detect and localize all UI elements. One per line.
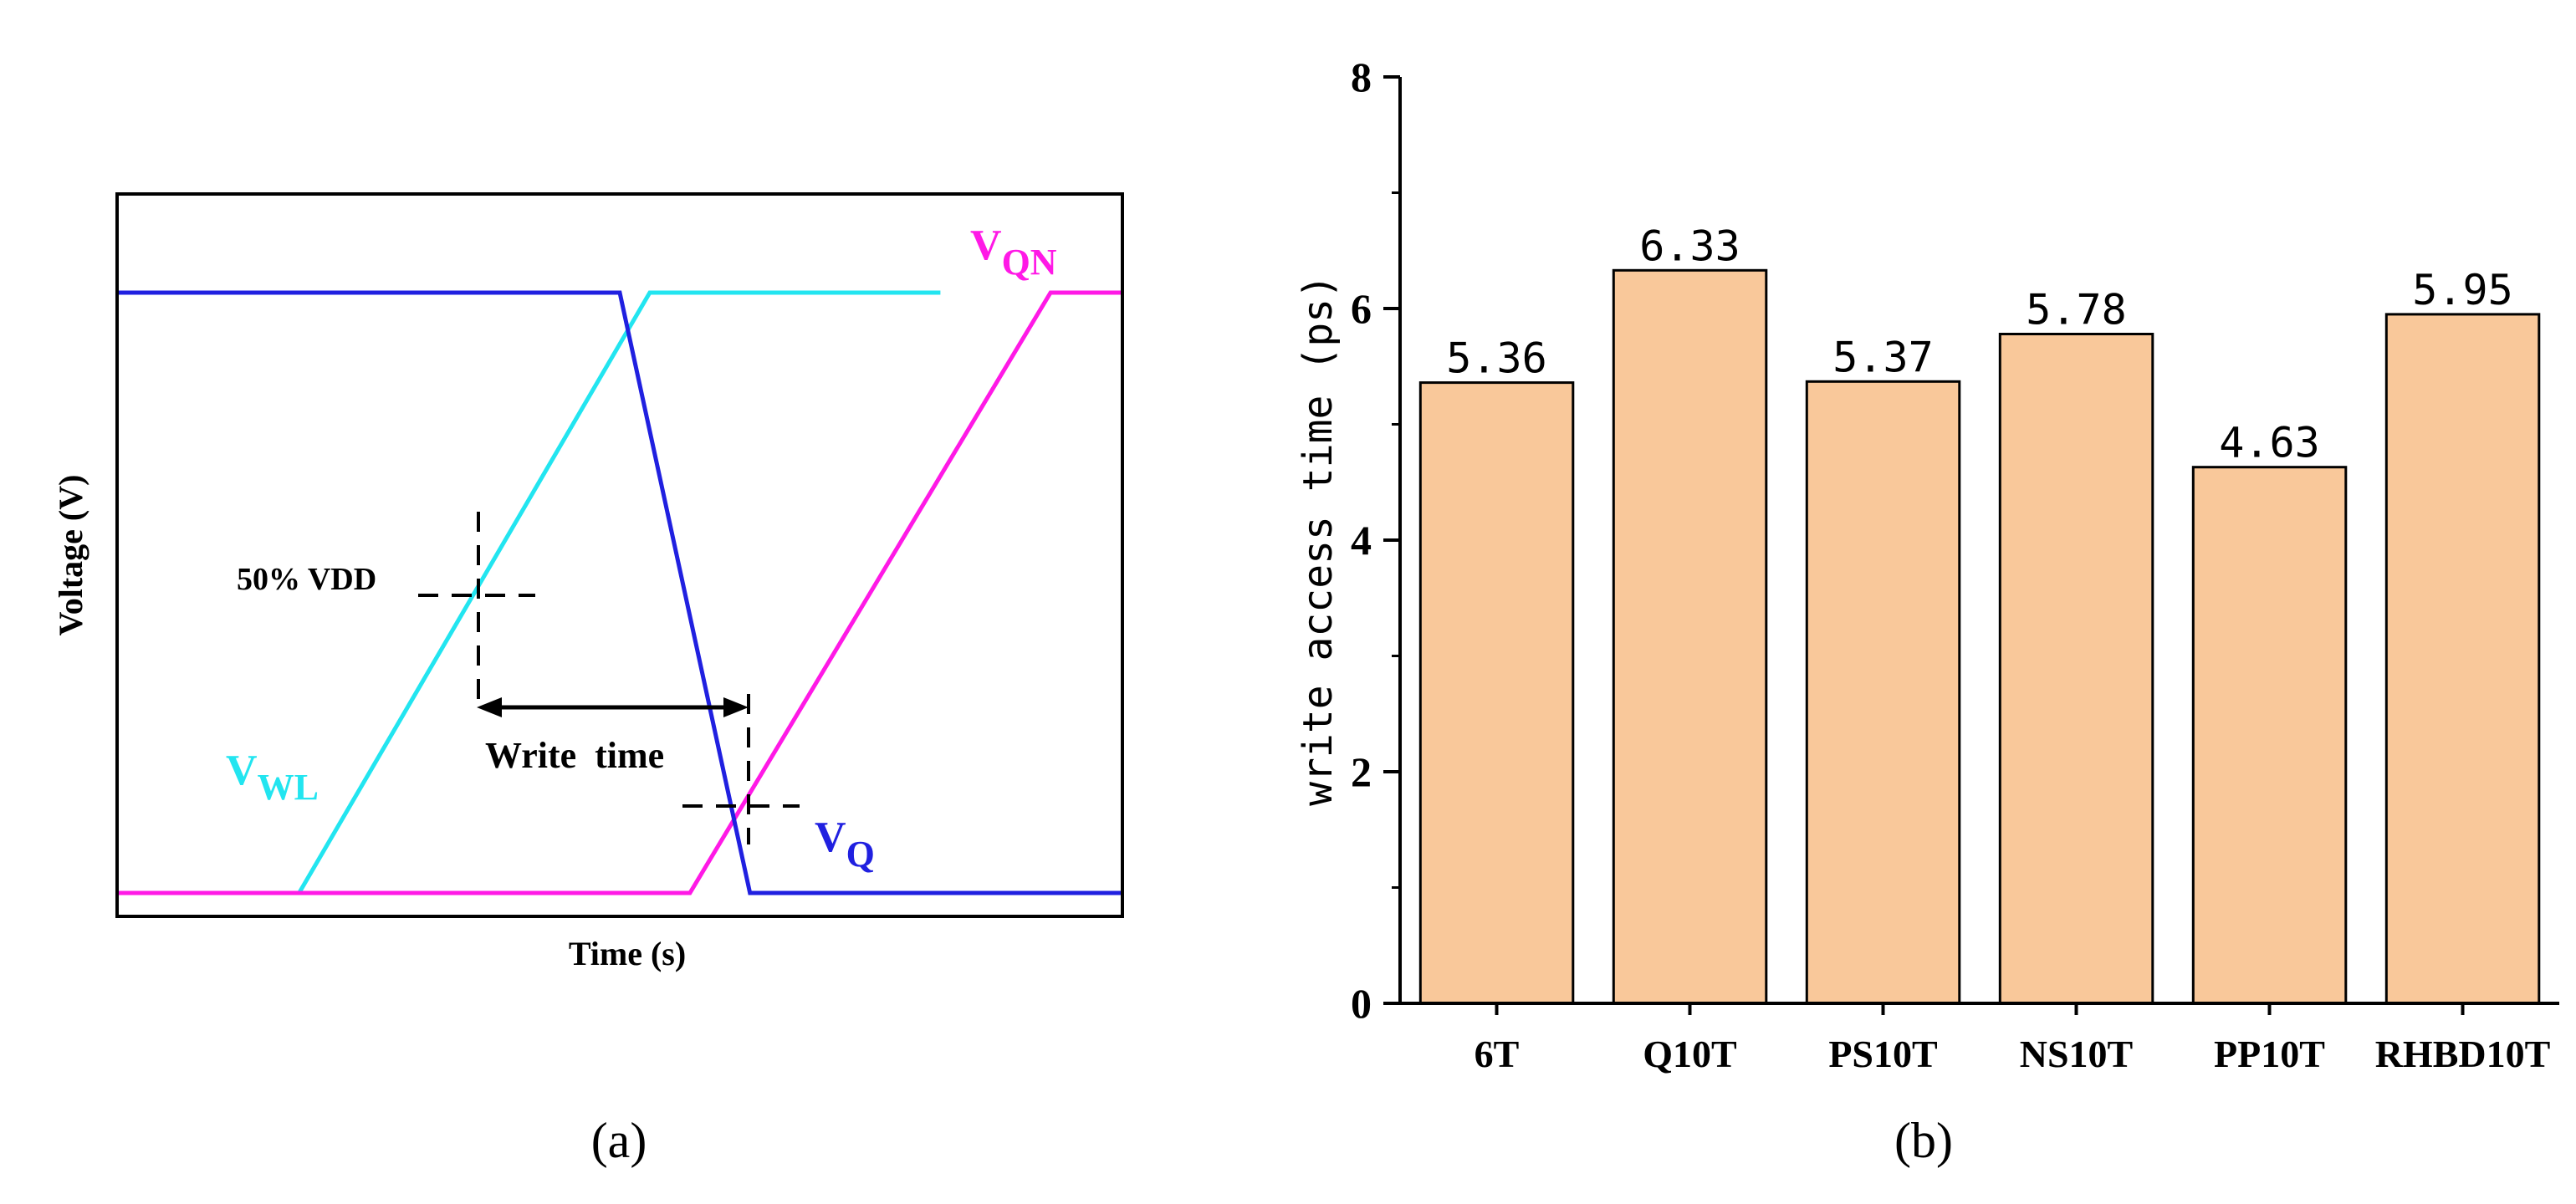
- write-time-arrowhead-left: [477, 697, 502, 717]
- legend-label-vwl: VWL: [226, 747, 319, 808]
- x-tick-label-q10t: Q10T: [1643, 1033, 1736, 1075]
- bar-ps10t: [1805, 380, 1961, 1005]
- threshold-label: 50% VDD: [237, 562, 376, 597]
- panel-a-x-axis-label: Time (s): [569, 935, 686, 972]
- y-tick-label: 2: [1351, 748, 1372, 795]
- vqn-waveform: [119, 290, 1121, 895]
- bar-value-label-pp10t: 4.63: [2219, 419, 2319, 467]
- panel-a-caption: (a): [591, 1113, 647, 1168]
- measurement-markers: [418, 512, 800, 844]
- y-tick-label: 8: [1351, 54, 1372, 100]
- voltage-waveforms: [119, 290, 1121, 895]
- write-time-arrow: [477, 697, 749, 717]
- bar-value-label-q10t: 6.33: [1639, 222, 1740, 270]
- bar-value-label-rhbd10t: 5.95: [2412, 266, 2512, 314]
- bars: [1418, 268, 2541, 1005]
- y-axis-ticks: 0 2 4 6 8: [1351, 54, 1400, 1027]
- panel-a-y-axis-label: Voltage (V): [52, 475, 89, 636]
- panel-b-y-axis-label: write access time (ps): [1295, 274, 1342, 806]
- bar-value-labels: 5.36 6.33 5.37 5.78 4.63 5.95: [1446, 222, 2512, 467]
- y-tick-label: 6: [1351, 285, 1372, 332]
- bar-value-label-6t: 5.36: [1446, 334, 1546, 383]
- x-axis-ticks: 6T Q10T PS10T NS10T PP10T RHBD10T: [1475, 1003, 2551, 1075]
- bar-q10t: [1612, 268, 1768, 1005]
- bar-rhbd10t: [2384, 313, 2541, 1005]
- x-tick-label-ps10t: PS10T: [1828, 1033, 1937, 1075]
- x-tick-label-ns10t: NS10T: [2020, 1033, 2133, 1075]
- y-tick-label: 4: [1351, 517, 1372, 564]
- bar-value-label-ps10t: 5.37: [1832, 333, 1933, 381]
- x-tick-label-rhbd10t: RHBD10T: [2375, 1033, 2551, 1075]
- legend-label-vq: VQ: [815, 814, 875, 875]
- bar-6t: [1418, 381, 1575, 1005]
- panel-b-bar-chart: 5.36 6.33 5.37 5.78 4.63 5.95 0 2 4 6 8 6T Q10T PS1…: [1295, 54, 2559, 1168]
- bar-ns10t: [1998, 333, 2154, 1005]
- write-time-arrowhead-right: [723, 697, 749, 717]
- panel-b-caption: (b): [1894, 1113, 1953, 1168]
- panel-a-frame: [115, 192, 1124, 918]
- vwl-waveform: [297, 290, 941, 895]
- legend-label-vqn: VQN: [970, 222, 1057, 283]
- write-time-label: Write time: [485, 735, 664, 776]
- x-tick-label-6t: 6T: [1475, 1033, 1520, 1075]
- x-tick-label-pp10t: PP10T: [2214, 1033, 2325, 1075]
- bar-value-label-ns10t: 5.78: [2026, 286, 2126, 334]
- bar-pp10t: [2191, 466, 2348, 1005]
- y-tick-label: 0: [1351, 980, 1372, 1027]
- panel-a-timing-diagram: Write time 50% VDD VWL VQN VQ Time (s) V…: [52, 192, 1124, 1168]
- vq-waveform: [119, 290, 1121, 895]
